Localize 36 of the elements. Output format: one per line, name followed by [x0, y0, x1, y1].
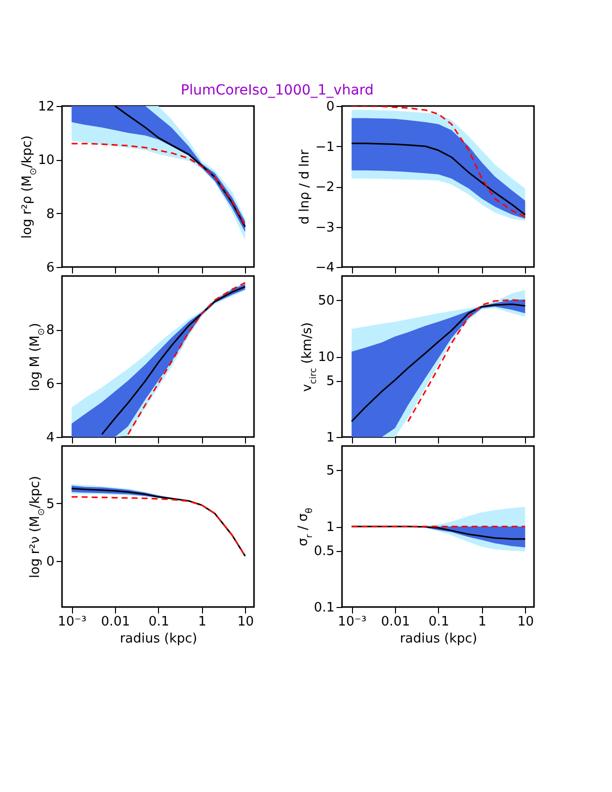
y-tick-label: 0.1 — [314, 600, 334, 616]
y-tick-label: 5 — [326, 374, 334, 390]
y-tick-label: 0 — [326, 100, 334, 114]
x-axis-title: radius (kpc) — [400, 632, 478, 646]
x-tick-label: 10⁻³ — [338, 614, 366, 630]
x-tick-label: 0.01 — [381, 614, 410, 630]
y-tick-label: −3 — [315, 220, 334, 236]
y-axis-title: d lnρ / d lnr — [297, 148, 312, 224]
y-tick-label: 10 — [318, 350, 334, 365]
y-tick-label: 4 — [46, 430, 54, 446]
y-tick-label: 0.5 — [314, 544, 334, 560]
y-tick-label: 1 — [326, 430, 334, 446]
x-axis-title: radius (kpc) — [120, 632, 198, 646]
x-tick-label: 0.1 — [428, 614, 450, 630]
y-tick-label: 10 — [38, 153, 54, 168]
x-tick-label: 10 — [517, 614, 534, 630]
y-tick-label: 8 — [46, 206, 54, 222]
y-tick-label: 12 — [38, 100, 54, 114]
y-tick-label: 50 — [318, 294, 334, 309]
x-tick-label: 1 — [478, 614, 486, 630]
y-tick-label: 5 — [326, 464, 334, 479]
y-tick-label: 0 — [46, 554, 54, 570]
y-tick-label: 6 — [46, 376, 54, 392]
x-tick-label: 10 — [237, 614, 254, 630]
y-tick-label: 1 — [326, 520, 334, 535]
y-tick-label: 6 — [46, 260, 54, 276]
y-tick-label: 5 — [46, 497, 54, 512]
y-tick-label: −1 — [315, 140, 334, 155]
chart-title: PlumCoreIso_1000_1_vhard — [180, 82, 374, 98]
x-tick-label: 0.1 — [148, 614, 170, 630]
y-tick-label: 8 — [46, 323, 54, 338]
y-tick-label: −2 — [315, 180, 334, 195]
x-tick-label: 0.01 — [101, 614, 130, 630]
y-tick-label: −4 — [315, 260, 334, 276]
x-tick-label: 1 — [198, 614, 206, 630]
x-tick-label: 10⁻³ — [58, 614, 86, 630]
